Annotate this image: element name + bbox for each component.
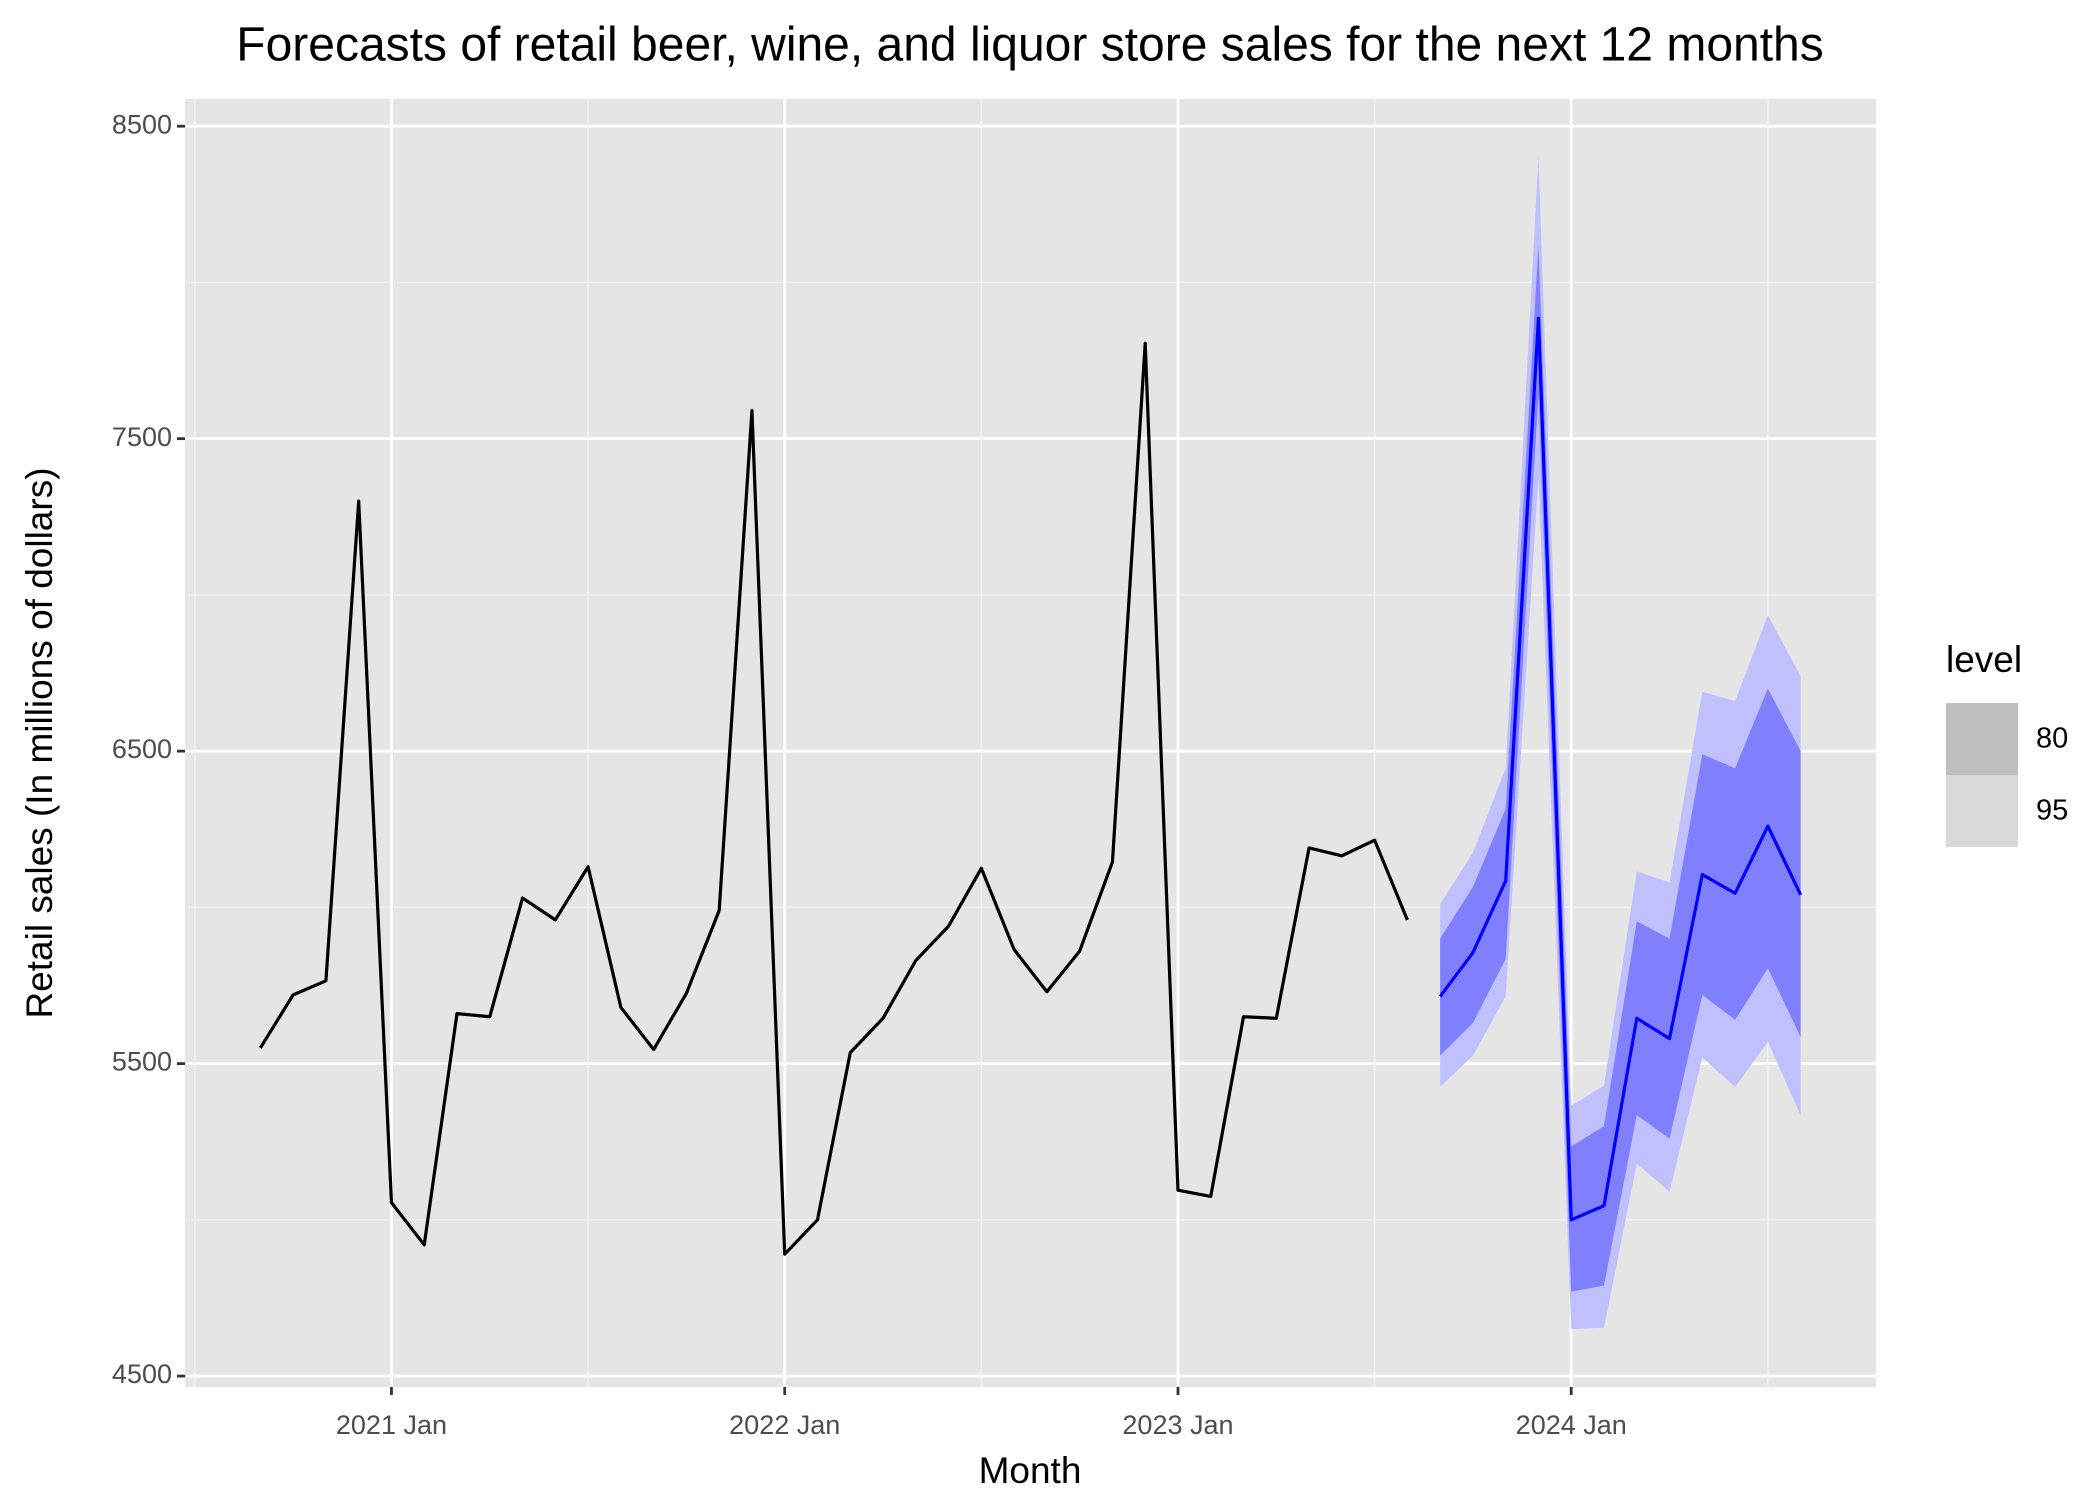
- y-tick-label: 6500: [112, 734, 172, 764]
- x-tick-label: 2022 Jan: [729, 1410, 840, 1440]
- legend-swatch: [1946, 703, 2018, 775]
- legend-label: 80: [2036, 723, 2068, 755]
- y-tick-label: 8500: [112, 109, 172, 139]
- x-axis-title: Month: [979, 1450, 1082, 1491]
- legend-label: 95: [2036, 795, 2068, 827]
- x-tick-label: 2021 Jan: [336, 1410, 447, 1440]
- series-line: [259, 341, 1409, 1256]
- legend-title: level: [1946, 639, 2022, 680]
- y-tick-label: 7500: [112, 422, 172, 452]
- x-tick-label: 2024 Jan: [1516, 1410, 1627, 1440]
- y-tick-label: 5500: [112, 1047, 172, 1077]
- y-axis-title: Retail sales (In millions of dollars): [19, 467, 60, 1018]
- series-line: [1438, 316, 1803, 1222]
- x-tick-label: 2023 Jan: [1122, 1410, 1233, 1440]
- legend-swatch: [1946, 775, 2018, 847]
- interval-band: [1440, 244, 1801, 1292]
- chart-title: Forecasts of retail beer, wine, and liqu…: [236, 19, 1824, 72]
- y-tick-label: 4500: [112, 1359, 172, 1389]
